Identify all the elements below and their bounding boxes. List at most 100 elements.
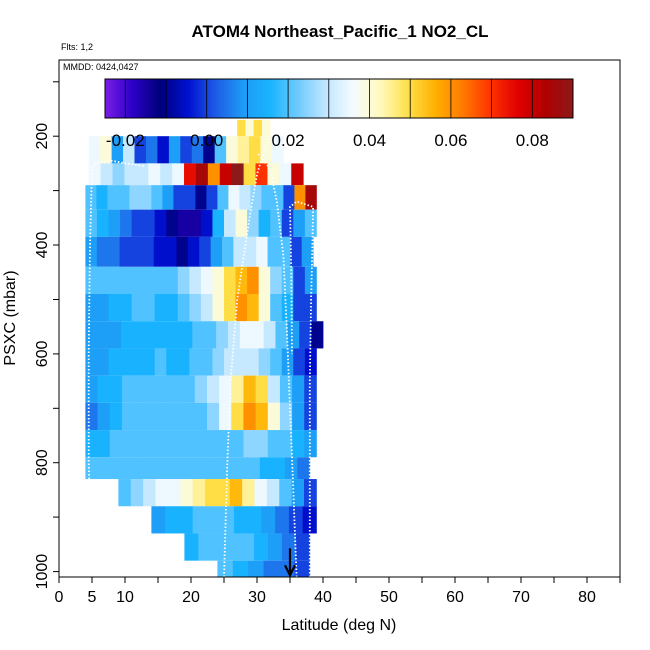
heat-cell (205, 479, 218, 507)
colorbar-swatch (171, 79, 174, 118)
colorbar-swatch (547, 79, 550, 118)
colorbar-swatch (530, 79, 533, 118)
heat-cell (281, 348, 294, 376)
heat-cell (85, 321, 98, 349)
colorbar-swatch (147, 79, 151, 118)
heat-cell (243, 375, 257, 403)
colorbar-swatch (342, 79, 346, 118)
heat-cell (212, 209, 225, 237)
heat-cell (272, 457, 286, 480)
colorbar-swatch (563, 79, 566, 118)
heat-cell (156, 321, 169, 349)
flights-label: Flts: 1,2 (61, 42, 93, 52)
colorbar: -0.02 0.00 0.02 0.04 0.06 0.08 (104, 78, 574, 150)
heat-cell (288, 506, 304, 534)
heat-cell (97, 457, 111, 480)
heat-cell (231, 163, 245, 186)
colorbar-swatch (110, 79, 114, 118)
mmdd-label: MMDD: 0424,0427 (63, 62, 139, 72)
heat-cell (261, 506, 276, 534)
colorbar-swatch (543, 79, 547, 118)
colorbar-tick-label: 0.08 (516, 131, 549, 150)
heat-cell (284, 457, 298, 480)
colorbar-swatch (514, 79, 517, 118)
heat-cell (255, 375, 269, 403)
heat-cell (279, 479, 293, 507)
colorbar-swatch (222, 79, 225, 118)
heat-cell (224, 209, 236, 237)
heat-cell (219, 163, 233, 186)
heat-cell (143, 266, 156, 295)
colorbar-swatch (352, 79, 355, 118)
heat-cell (270, 209, 283, 237)
colorbar-swatch (348, 79, 352, 118)
colorbar-swatch (307, 79, 311, 118)
colorbar-swatch (370, 79, 373, 118)
colorbar-swatch (344, 79, 348, 118)
colorbar-swatch (393, 79, 396, 118)
colorbar-swatch (255, 79, 258, 118)
colorbar-swatch (261, 79, 264, 118)
heat-cell (187, 236, 200, 267)
colorbar-swatch (235, 79, 238, 118)
heat-cell (245, 119, 255, 137)
heat-cell (279, 430, 293, 458)
heat-cell (258, 266, 271, 295)
heat-cell (247, 457, 261, 480)
heat-cell (198, 533, 213, 561)
heat-cell (167, 479, 181, 507)
colorbar-swatch (477, 79, 480, 118)
heat-cell (247, 294, 260, 322)
colorbar-swatch (524, 79, 527, 118)
heat-cell (283, 185, 295, 210)
colorbar-swatch (253, 79, 256, 118)
colorbar-swatch (270, 79, 274, 118)
colorbar-swatch (452, 79, 455, 118)
heat-cell (177, 266, 190, 295)
colorbar-swatch (428, 79, 432, 118)
heat-cell (184, 163, 197, 186)
colorbar-swatch (212, 79, 215, 118)
colorbar-swatch (426, 79, 430, 118)
heat-cell (212, 533, 227, 561)
colorbar-swatch (473, 79, 476, 118)
heat-cell (109, 430, 123, 458)
heat-cell (299, 321, 312, 349)
colorbar-swatch (526, 79, 529, 118)
heat-cell (292, 375, 305, 403)
heat-cell (293, 209, 306, 237)
colorbar-swatch (463, 79, 467, 118)
heat-cell (261, 119, 271, 137)
x-axis: 0 5 10 20 30 40 50 60 70 80 (55, 577, 621, 606)
heat-cell (180, 321, 193, 349)
heat-cell (146, 430, 159, 458)
heat-cell (292, 430, 305, 458)
colorbar-swatch (177, 79, 180, 118)
x-tick-label: 40 (314, 589, 332, 606)
colorbar-swatch (376, 79, 379, 118)
heat-cell (304, 209, 317, 237)
heat-cell (160, 163, 173, 186)
heat-cell (263, 321, 276, 349)
heat-cell (172, 163, 185, 186)
heat-cell (121, 430, 135, 458)
heat-cell (271, 136, 284, 164)
colorbar-swatch (184, 79, 188, 118)
colorbar-swatch (214, 79, 217, 118)
heat-cell (222, 457, 236, 480)
colorbar-swatch (251, 79, 254, 118)
heat-cell (189, 266, 202, 295)
colorbar-swatch (247, 79, 250, 118)
heat-cell (96, 236, 109, 267)
colorbar-swatch (401, 79, 404, 118)
heat-cell (96, 185, 108, 210)
colorbar-swatch (130, 79, 133, 118)
heat-cell (166, 348, 179, 376)
colorbar-swatch (471, 79, 474, 118)
x-tick-label: 50 (380, 589, 398, 606)
colorbar-swatch (496, 79, 500, 118)
heat-cell (200, 266, 213, 295)
colorbar-swatch (106, 79, 110, 118)
heat-cell (177, 294, 190, 322)
colorbar-swatch (239, 79, 242, 118)
